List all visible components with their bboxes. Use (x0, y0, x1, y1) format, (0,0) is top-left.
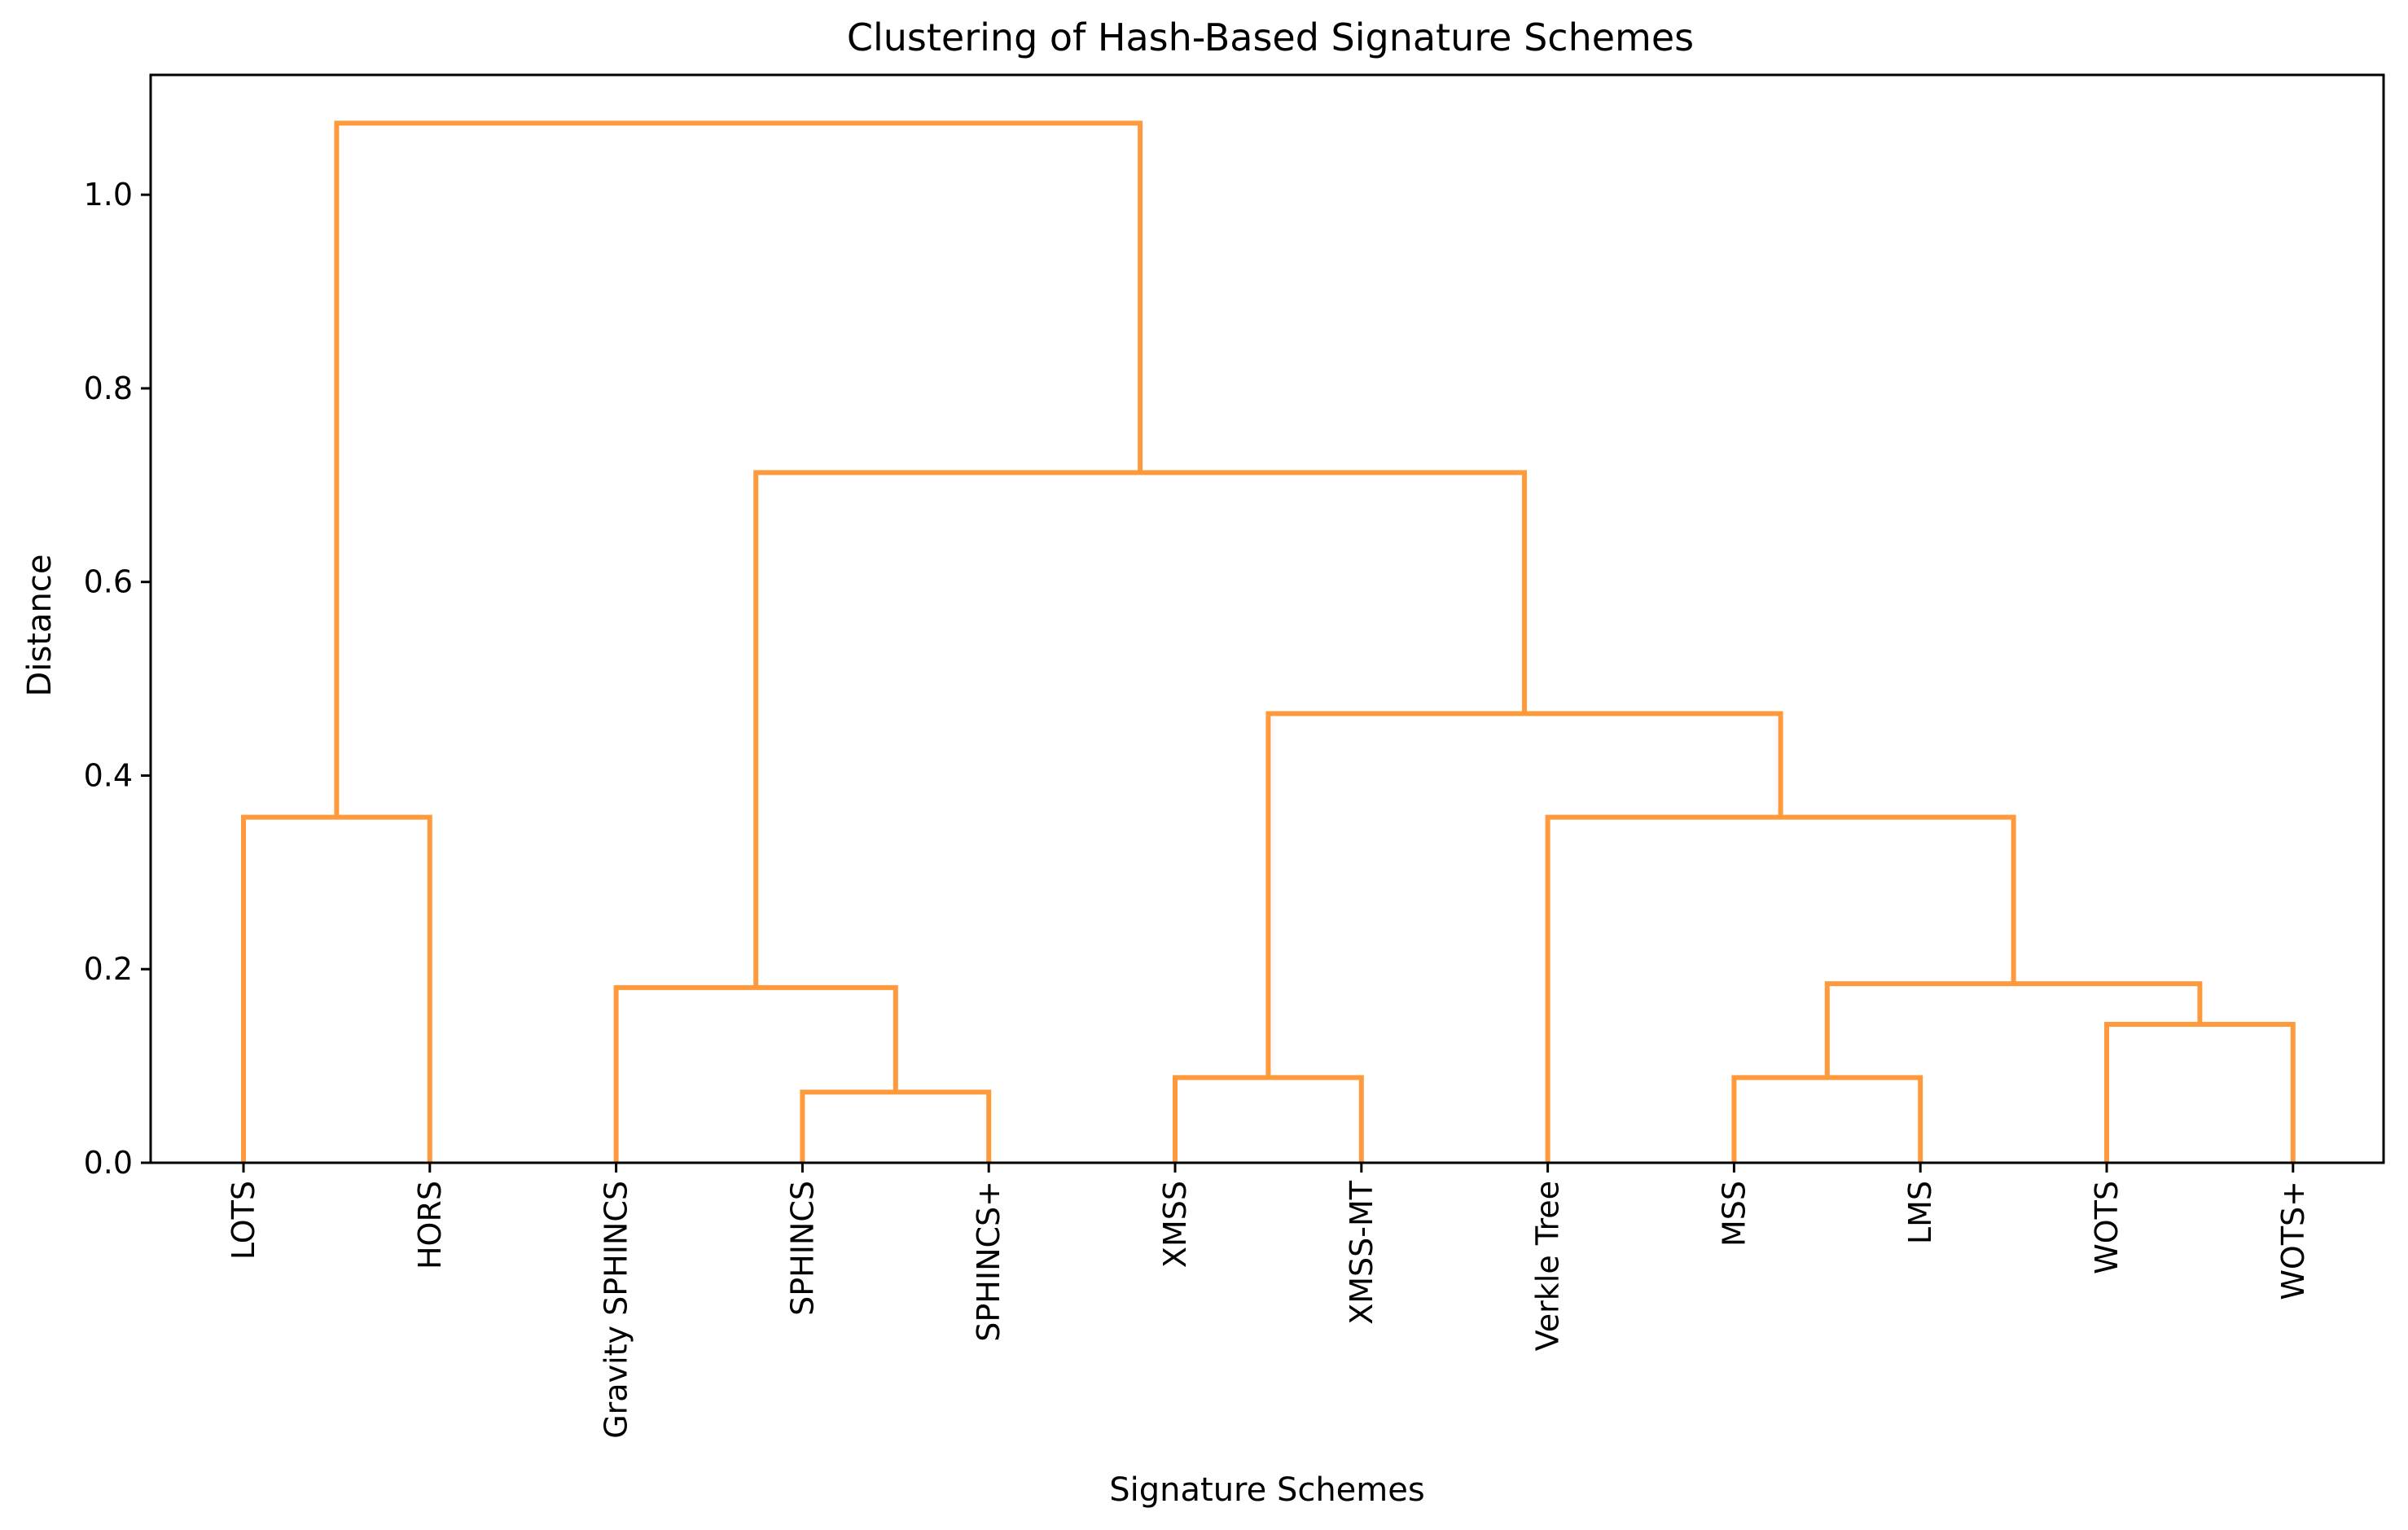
leaf-label: Gravity SPHINCS (599, 1181, 634, 1439)
leaf-label: WOTS+ (2275, 1181, 2311, 1300)
leaf-label: XMSS (1157, 1181, 1193, 1268)
dendrogram-link (1545, 814, 2016, 1163)
dendrogram-links (241, 121, 2296, 1163)
y-axis: 0.0 0.2 0.4 0.6 0.8 1.0 (84, 177, 151, 1181)
y-tick-label: 0.0 (84, 1145, 133, 1181)
y-tick-label: 0.8 (84, 370, 133, 406)
y-tick-label: 0.6 (84, 564, 133, 600)
leaf-label: Verkle Tree (1530, 1181, 1566, 1351)
y-tick-label: 1.0 (84, 177, 133, 213)
leaf-label: HORS (412, 1181, 448, 1269)
leaf-label: LMS (1902, 1181, 1938, 1244)
chart-title: Clustering of Hash-Based Signature Schem… (847, 15, 1694, 59)
dendrogram-link (334, 121, 1143, 818)
dendrogram-link (241, 814, 432, 1163)
y-axis-label: Distance (21, 555, 59, 697)
dendrogram-link (1731, 1075, 1923, 1163)
leaf-label: MSS (1716, 1181, 1752, 1247)
dendrogram-link (613, 984, 898, 1163)
x-axis-label: Signature Schemes (1109, 1471, 1424, 1509)
dendrogram-link (2104, 1021, 2296, 1163)
dendrogram-link (1173, 1075, 1364, 1163)
leaf-label: SPHINCS+ (971, 1181, 1007, 1342)
leaf-label: WOTS (2089, 1181, 2125, 1274)
plot-frame (149, 73, 2385, 1164)
dendrogram-link (753, 470, 1527, 988)
y-tick-label: 0.4 (84, 757, 133, 793)
leaf-label: LOTS (226, 1181, 261, 1260)
x-axis: LOTS HORS Gravity SPHINCS SPHINCS SPHINCS+ XM… (226, 1163, 2311, 1439)
dendrogram-link (1824, 981, 2203, 1078)
y-tick-label: 0.2 (84, 951, 133, 987)
leaf-label: SPHINCS (784, 1181, 820, 1316)
dendrogram-link (1265, 711, 1783, 1078)
leaf-label: XMSS-MT (1344, 1180, 1379, 1325)
dendrogram-link (800, 1089, 992, 1163)
